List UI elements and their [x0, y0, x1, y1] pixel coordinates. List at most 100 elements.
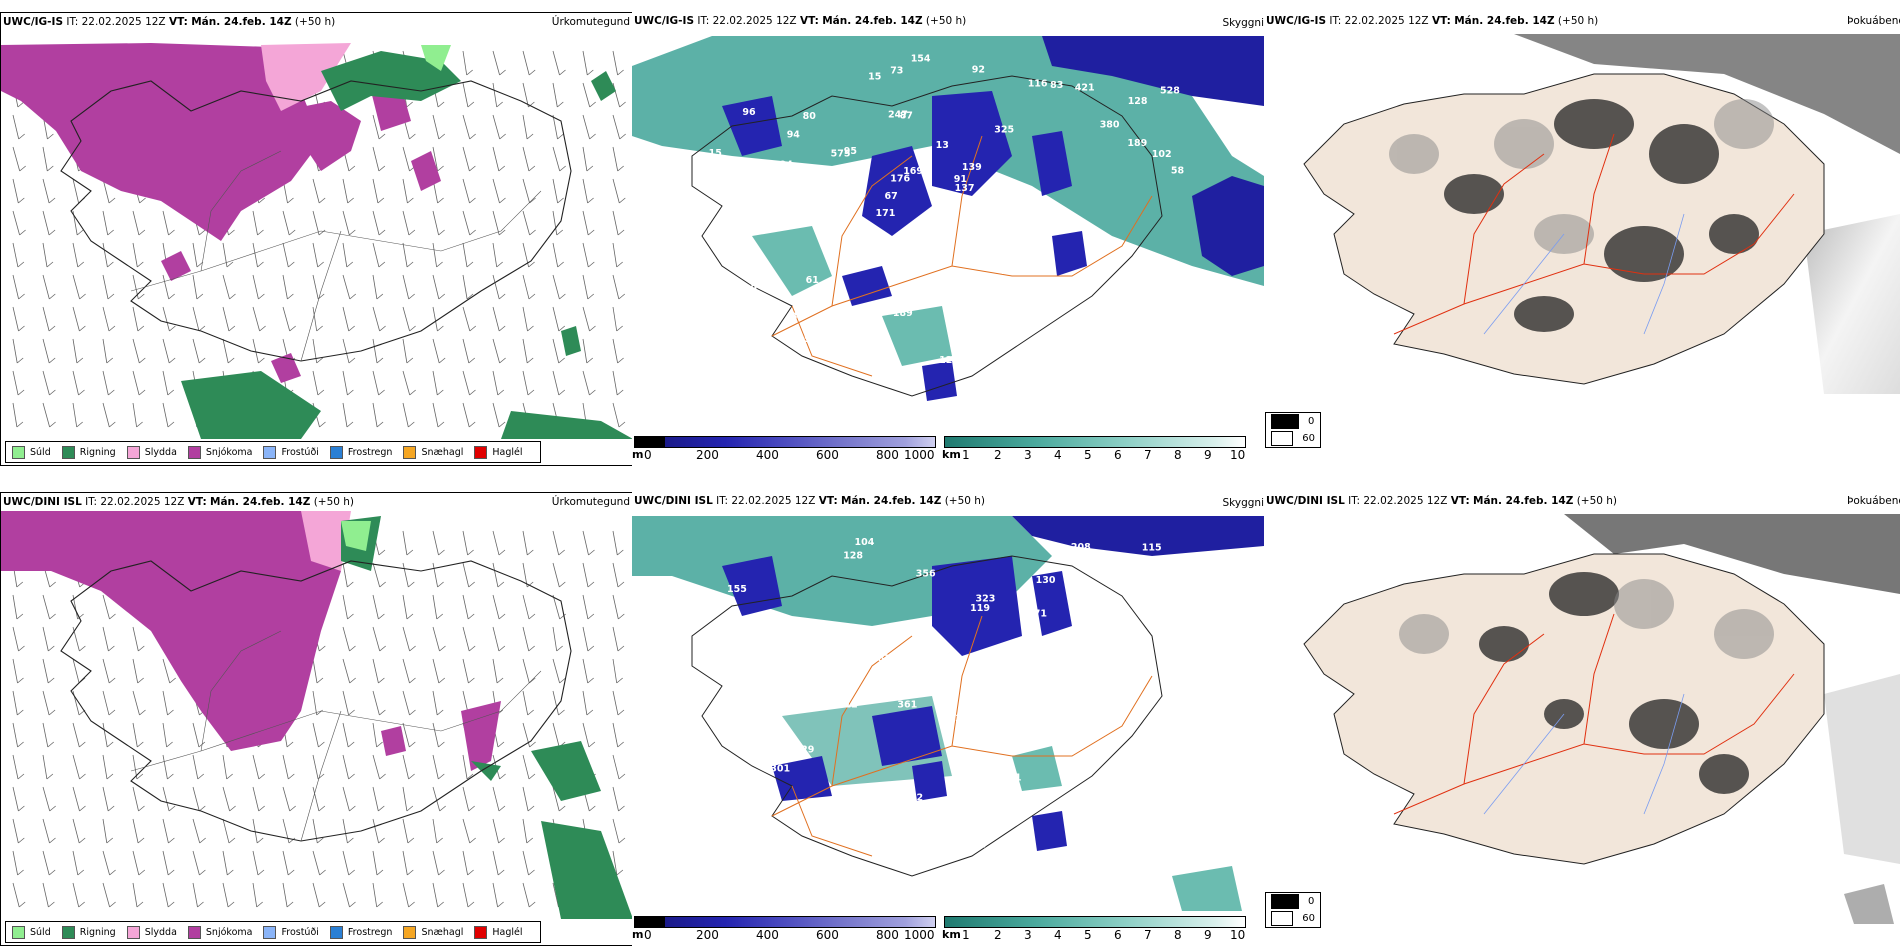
wind-barb: [462, 754, 468, 780]
wind-barb: [432, 818, 438, 844]
fog-panel-bottom: UWC/DINI ISL IT: 22.02.2025 12Z VT: Mán.…: [1264, 492, 1900, 946]
station-value-label: 123: [1087, 795, 1107, 806]
wind-barb: [492, 50, 500, 76]
wind-barb: [462, 242, 468, 268]
wind-barb-flag: [406, 357, 414, 364]
wind-barb: [282, 242, 289, 268]
legend-swatch: [403, 445, 417, 459]
wind-barb: [42, 818, 50, 844]
wind-barb: [402, 754, 409, 780]
wind-barb-flag: [586, 357, 594, 364]
wind-barb-flag: [376, 421, 384, 428]
wind-barb: [492, 146, 500, 172]
wind-barb: [552, 338, 560, 364]
rivers: [1483, 213, 1685, 335]
visibility-colorbar: km 1 2 3 4 5 6 7 8 9 10: [942, 436, 1252, 464]
panel-title: Úrkomutegund: [551, 496, 630, 508]
wind-barb-flag: [586, 165, 594, 172]
wind-barb: [162, 690, 168, 716]
wind-barb-flag: [497, 901, 504, 908]
wind-barb: [12, 882, 20, 908]
wind-barb-flag: [107, 261, 114, 268]
wind-barb: [222, 818, 230, 844]
station-value-label: 93: [747, 812, 760, 823]
wind-barb-flag: [108, 389, 115, 396]
wind-barb: [582, 242, 589, 268]
wind-barb-flag: [378, 261, 386, 268]
wind-barb: [42, 210, 50, 236]
wind-barb-flag: [616, 325, 623, 332]
wind-barb-flag: [529, 677, 536, 684]
wind-barb-flag: [138, 869, 146, 876]
wind-barb: [312, 274, 319, 300]
wind-barb-flag: [47, 133, 54, 140]
legend-swatch: [187, 445, 201, 459]
wind-barb-flag: [228, 229, 235, 236]
tick: 200: [696, 448, 719, 462]
wind-barb: [162, 338, 170, 364]
wind-barb: [12, 786, 19, 812]
station-value-label: 146: [904, 663, 924, 674]
legend-item: Frostregn: [329, 925, 392, 939]
wind-barb: [162, 210, 169, 236]
wind-barb-flag: [349, 293, 357, 300]
wind-barb: [462, 530, 468, 556]
wind-barb-flag: [499, 69, 506, 76]
wind-barb: [522, 562, 528, 588]
station-value-label: 217: [1011, 254, 1031, 265]
wind-barb-flag: [528, 261, 535, 268]
wind-barb: [612, 210, 619, 236]
wind-barb: [372, 242, 380, 268]
wind-barb: [132, 626, 139, 652]
station-value-label: 85: [1082, 338, 1095, 349]
wind-barb-flag: [468, 645, 476, 652]
wind-barb: [552, 50, 560, 76]
wind-barb: [402, 722, 410, 748]
wind-barb-flag: [618, 421, 626, 428]
wind-barb-flag: [347, 197, 354, 204]
wind-barb-flag: [318, 741, 325, 748]
wind-barb: [162, 274, 170, 300]
wind-barb: [432, 850, 439, 876]
legend-swatch: [12, 925, 25, 939]
wind-barb-flag: [16, 613, 24, 620]
wind-barb-flag: [197, 901, 204, 908]
wind-barb-flag: [18, 645, 25, 652]
wind-barb-flag: [256, 837, 264, 844]
snow-area: [1, 511, 501, 771]
station-value-label: 12: [721, 345, 734, 356]
wind-barb-flag: [49, 581, 56, 588]
legend-item: Frostúði: [263, 445, 319, 459]
wind-barb: [612, 850, 618, 876]
fog-blobs: [1444, 99, 1759, 332]
wind-barb: [372, 274, 378, 300]
roads: [130, 150, 542, 362]
wind-barb-flag: [198, 229, 206, 236]
wind-barb-flag: [109, 869, 116, 876]
wind-barb: [462, 786, 470, 812]
station-value-label: 44: [973, 840, 987, 851]
wind-barb: [612, 114, 621, 140]
wind-barb: [162, 402, 169, 428]
wind-barb-flag: [288, 229, 296, 236]
wind-barb-flag: [466, 293, 474, 300]
wind-barb-flag: [438, 741, 445, 748]
wind-barb: [162, 818, 169, 844]
wind-barb-flag: [409, 677, 416, 684]
wind-barb: [12, 402, 18, 428]
station-value-label: 90: [837, 326, 851, 337]
station-value-label: 301: [955, 714, 975, 725]
wind-barb: [402, 370, 411, 396]
wind-barb-flag: [556, 645, 563, 652]
wind-barb: [402, 306, 410, 332]
wind-barb: [282, 274, 288, 300]
wind-barb: [612, 402, 620, 428]
wind-barb: [102, 370, 109, 396]
wind-barb-flag: [526, 581, 534, 588]
wind-barb-flag: [47, 677, 55, 684]
wind-barb-flag: [467, 869, 474, 876]
wind-barb: [72, 818, 80, 844]
wind-barb-flag: [168, 229, 175, 236]
wind-barb-flag: [348, 869, 355, 876]
wind-barb: [72, 402, 78, 428]
